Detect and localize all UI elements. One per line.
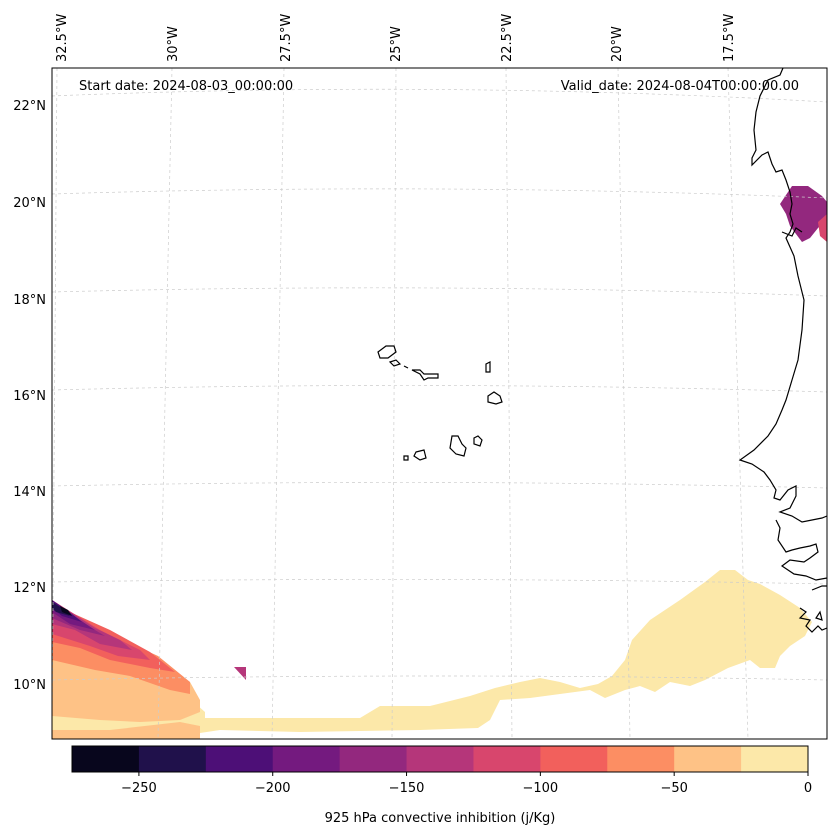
cin-band-minus250-to-minus275 — [60, 606, 72, 616]
island-maio — [473, 435, 483, 447]
island-santiago — [449, 435, 467, 457]
coastlines — [377, 67, 828, 633]
colorbar-swatch — [272, 746, 341, 772]
lon-label: 22.5°W — [500, 14, 515, 62]
colorbar-swatch — [741, 746, 809, 772]
colorbar-frame — [71, 745, 809, 773]
lat-label: 14°N — [13, 485, 46, 500]
africa-coastline — [738, 67, 828, 523]
island-santa-luzia — [403, 365, 409, 369]
colorbar-swatch — [205, 746, 274, 772]
colorbar-tick-label: −50 — [660, 781, 687, 796]
colorbar-ticks: −250 −200 −150 −100 −50 0 — [121, 772, 812, 796]
colorbar-swatch — [72, 746, 140, 772]
lat-label: 12°N — [13, 581, 46, 596]
colorbar-swatch — [339, 746, 408, 772]
colorbar-tick-label: −100 — [523, 781, 559, 796]
map-frame — [51, 67, 828, 740]
lat-label: 18°N — [13, 293, 46, 308]
start-date-label: Start date: 2024-08-03_00:00:00 — [79, 79, 293, 94]
valid-date-label: Valid_date: 2024-08-04T00:00:00.00 — [561, 79, 799, 94]
colorbar-swatch — [406, 746, 474, 772]
lon-label: 17.5°W — [722, 14, 737, 62]
island-boa-vista — [487, 391, 503, 405]
lat-label: 22°N — [13, 99, 46, 114]
gridlines — [51, 67, 828, 740]
lon-label: 20°W — [610, 26, 625, 62]
colorbar-tick-label: 0 — [804, 781, 812, 796]
cin-band-0-to-minus25 — [52, 570, 812, 739]
colorbar-swatches — [72, 746, 809, 772]
island-santo-antao — [377, 345, 397, 359]
lon-label: 27.5°W — [279, 14, 294, 62]
island-fogo — [413, 449, 427, 461]
lat-label: 20°N — [13, 196, 46, 211]
cin-band-minus125-to-minus150 — [52, 600, 132, 650]
island-sao-nicolau — [411, 369, 439, 381]
lon-label: 25°W — [389, 26, 404, 62]
cin-band-minus25-patch — [52, 722, 200, 739]
cin-coastal-patch-inner — [818, 214, 827, 242]
colorbar-tick-label: −150 — [389, 781, 425, 796]
colorbar-swatch — [473, 746, 541, 772]
cin-isolated-patch — [234, 667, 246, 680]
colorbar-swatch — [540, 746, 608, 772]
colorbar-swatch — [674, 746, 742, 772]
lon-label: 32.5°W — [55, 14, 70, 62]
colorbar-swatch — [138, 746, 207, 772]
colorbar: −250 −200 −150 −100 −50 0 925 hPa convective … — [71, 745, 812, 826]
island-brava — [403, 455, 409, 461]
colorbar-label: 925 hPa convective inhibition (j/Kg) — [325, 811, 556, 826]
lon-label: 30°W — [166, 26, 181, 62]
colorbar-tick-label: −200 — [255, 781, 291, 796]
cin-contours — [52, 186, 827, 739]
longitude-labels: 32.5°W 30°W 27.5°W 25°W 22.5°W 20°W 17.5… — [55, 14, 737, 62]
colorbar-swatch — [607, 746, 675, 772]
lat-label: 10°N — [13, 678, 46, 693]
island-sal — [485, 361, 491, 373]
latitude-labels: 22°N 20°N 18°N 16°N 14°N 12°N 10°N — [13, 99, 46, 693]
lat-label: 16°N — [13, 389, 46, 404]
colorbar-tick-label: −250 — [121, 781, 157, 796]
island-sao-vicente — [388, 359, 402, 367]
cin-band-minus175-to-minus200 — [52, 600, 95, 630]
map-panel: Start date: 2024-08-03_00:00:00 Valid_da… — [51, 67, 828, 740]
